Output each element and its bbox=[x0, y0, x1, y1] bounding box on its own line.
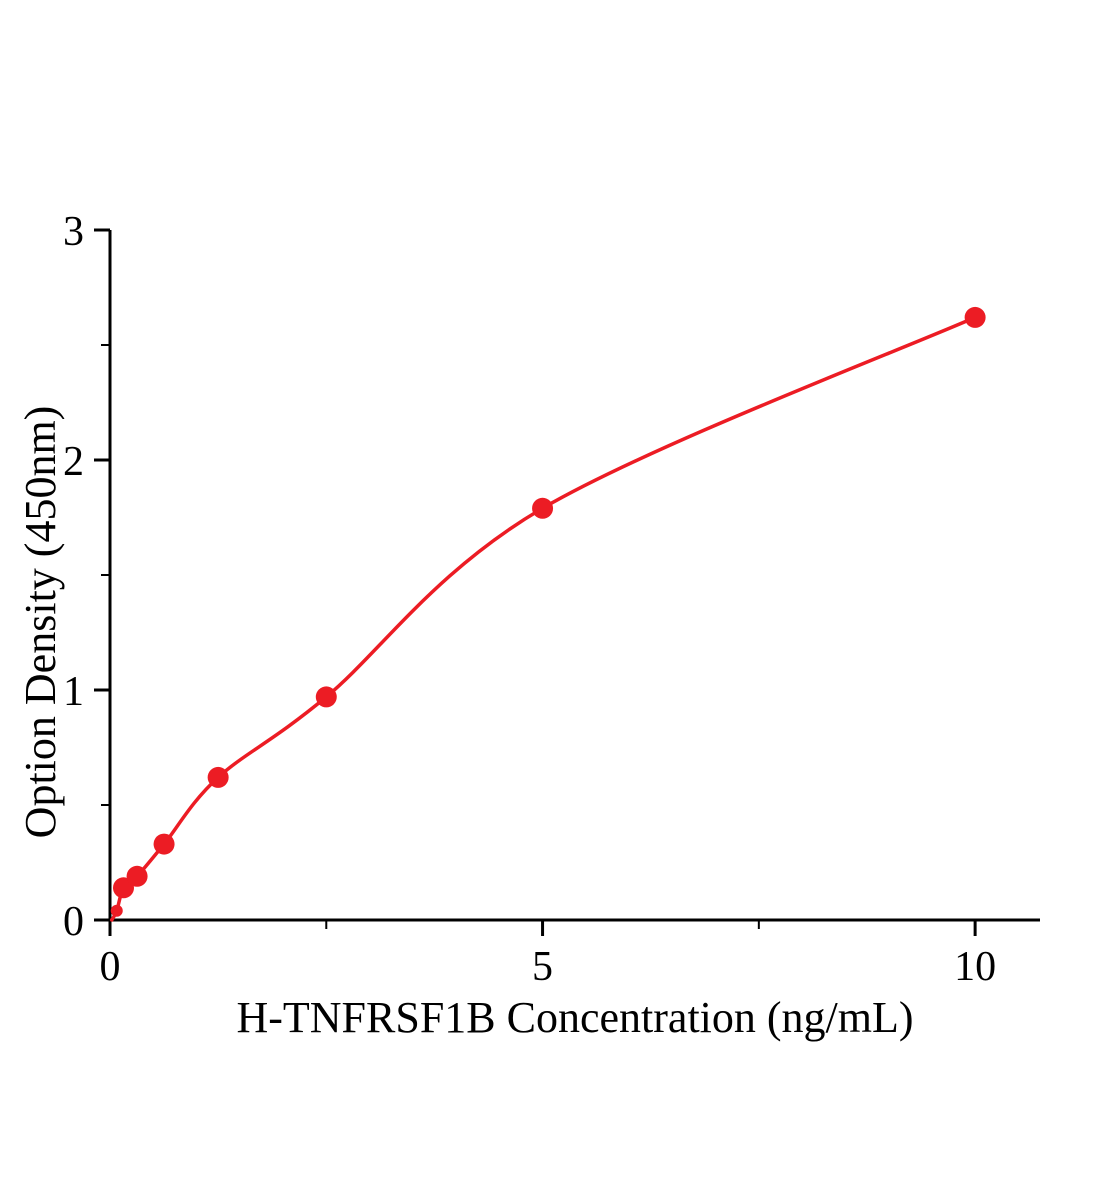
x-tick-label: 10 bbox=[954, 944, 996, 990]
x-axis-label: H-TNFRSF1B Concentration (ng/mL) bbox=[236, 993, 913, 1042]
data-point bbox=[315, 686, 337, 708]
series-group bbox=[109, 306, 986, 922]
y-axis-label: Option Density (450nm) bbox=[16, 406, 65, 839]
data-point bbox=[126, 865, 148, 887]
data-point bbox=[532, 497, 554, 519]
y-tick-label: 2 bbox=[63, 439, 84, 485]
y-tick-label: 3 bbox=[63, 209, 84, 255]
axes: 0 5 10 0 1 2 3 bbox=[63, 209, 1040, 990]
y-tick-label: 0 bbox=[63, 899, 84, 945]
data-point bbox=[207, 766, 229, 788]
data-point bbox=[964, 306, 986, 328]
data-point bbox=[110, 904, 123, 917]
data-point bbox=[153, 833, 175, 855]
x-tick-label: 0 bbox=[100, 944, 121, 990]
x-tick-label: 5 bbox=[532, 944, 553, 990]
y-tick-label: 1 bbox=[63, 669, 84, 715]
fit-curve bbox=[109, 315, 977, 922]
